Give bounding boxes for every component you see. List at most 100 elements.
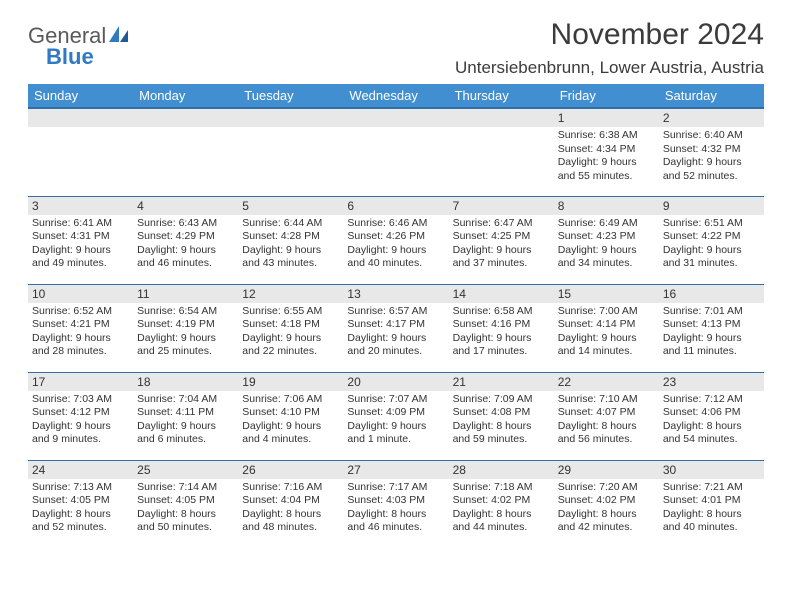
day-number: 24: [28, 461, 133, 479]
calendar-cell: 21 Sunrise: 7:09 AMSunset: 4:08 PMDayligh…: [449, 372, 554, 460]
day-number: 7: [449, 197, 554, 215]
day-details: Sunrise: 6:46 AMSunset: 4:26 PMDaylight:…: [347, 217, 444, 272]
calendar-cell: 7 Sunrise: 6:47 AMSunset: 4:25 PMDaylight…: [449, 196, 554, 284]
day-number: 20: [343, 373, 448, 391]
calendar-cell: 4Sunrise: 6:43 AMSunset: 4:29 PMDaylight…: [133, 196, 238, 284]
day-details: Sunrise: 6:55 AMSunset: 4:18 PMDaylight:…: [242, 305, 339, 360]
calendar-cell: 23Sunrise: 7:12 AMSunset: 4:06 PMDayligh…: [659, 372, 764, 460]
calendar-cell: 11 Sunrise: 6:54 AMSunset: 4:19 PMDayligh…: [133, 284, 238, 372]
day-details: Sunrise: 7:17 AMSunset: 4:03 PMDaylight:…: [347, 481, 444, 536]
empty-day-header: [133, 109, 238, 127]
empty-day-header: [343, 109, 448, 127]
calendar-cell: 24 Sunrise: 7:13 AMSunset: 4:05 PMDayligh…: [28, 460, 133, 548]
empty-day-header: [28, 109, 133, 127]
day-number: 25: [133, 461, 238, 479]
calendar-cell: 18 Sunrise: 7:04 AMSunset: 4:11 PMDayligh…: [133, 372, 238, 460]
day-details: Sunrise: 7:06 AMSunset: 4:10 PMDaylight:…: [242, 393, 339, 448]
calendar-cell: [343, 108, 448, 196]
calendar-cell: 12 Sunrise: 6:55 AMSunset: 4:18 PMDayligh…: [238, 284, 343, 372]
month-title: November 2024: [455, 18, 764, 52]
calendar-cell: [133, 108, 238, 196]
day-number: 2: [659, 109, 764, 127]
calendar-cell: 20 Sunrise: 7:07 AMSunset: 4:09 PMDayligh…: [343, 372, 448, 460]
calendar-cell: 3Sunrise: 6:41 AMSunset: 4:31 PMDaylight…: [28, 196, 133, 284]
day-number: 14: [449, 285, 554, 303]
day-details: Sunrise: 7:00 AMSunset: 4:14 PMDaylight:…: [558, 305, 655, 360]
day-number: 23: [659, 373, 764, 391]
calendar-cell: 6Sunrise: 6:46 AMSunset: 4:26 PMDaylight…: [343, 196, 448, 284]
calendar-cell: 27 Sunrise: 7:17 AMSunset: 4:03 PMDayligh…: [343, 460, 448, 548]
logo: General Blue: [28, 18, 130, 68]
day-header-row: SundayMondayTuesdayWednesdayThursdayFrid…: [28, 84, 764, 108]
day-number: 11: [133, 285, 238, 303]
day-header: Thursday: [449, 84, 554, 108]
calendar-cell: 8 Sunrise: 6:49 AMSunset: 4:23 PMDaylight…: [554, 196, 659, 284]
title-block: November 2024 Untersiebenbrunn, Lower Au…: [455, 18, 764, 78]
day-number: 18: [133, 373, 238, 391]
day-header: Tuesday: [238, 84, 343, 108]
day-details: Sunrise: 6:52 AMSunset: 4:21 PMDaylight:…: [32, 305, 129, 360]
day-number: 13: [343, 285, 448, 303]
calendar-week: 10 Sunrise: 6:52 AMSunset: 4:21 PMDayligh…: [28, 284, 764, 372]
empty-day-header: [238, 109, 343, 127]
calendar-cell: 25Sunrise: 7:14 AMSunset: 4:05 PMDayligh…: [133, 460, 238, 548]
day-number: 10: [28, 285, 133, 303]
day-header: Monday: [133, 84, 238, 108]
day-number: 12: [238, 285, 343, 303]
location: Untersiebenbrunn, Lower Austria, Austria: [455, 58, 764, 78]
calendar-cell: 5Sunrise: 6:44 AMSunset: 4:28 PMDaylight…: [238, 196, 343, 284]
day-details: Sunrise: 6:49 AMSunset: 4:23 PMDaylight:…: [558, 217, 655, 272]
calendar-cell: 26Sunrise: 7:16 AMSunset: 4:04 PMDayligh…: [238, 460, 343, 548]
calendar-cell: [28, 108, 133, 196]
day-details: Sunrise: 7:09 AMSunset: 4:08 PMDaylight:…: [453, 393, 550, 448]
calendar-cell: 10 Sunrise: 6:52 AMSunset: 4:21 PMDayligh…: [28, 284, 133, 372]
day-details: Sunrise: 7:07 AMSunset: 4:09 PMDaylight:…: [347, 393, 444, 448]
calendar-week: 24 Sunrise: 7:13 AMSunset: 4:05 PMDayligh…: [28, 460, 764, 548]
day-details: Sunrise: 6:38 AMSunset: 4:34 PMDaylight:…: [558, 129, 655, 184]
day-number: 1: [554, 109, 659, 127]
day-details: Sunrise: 7:13 AMSunset: 4:05 PMDaylight:…: [32, 481, 129, 536]
calendar-cell: 1 Sunrise: 6:38 AMSunset: 4:34 PMDaylight…: [554, 108, 659, 196]
day-details: Sunrise: 7:20 AMSunset: 4:02 PMDaylight:…: [558, 481, 655, 536]
day-number: 27: [343, 461, 448, 479]
calendar-cell: 22Sunrise: 7:10 AMSunset: 4:07 PMDayligh…: [554, 372, 659, 460]
day-details: Sunrise: 7:03 AMSunset: 4:12 PMDaylight:…: [32, 393, 129, 448]
day-number: 29: [554, 461, 659, 479]
calendar-cell: 15 Sunrise: 7:00 AMSunset: 4:14 PMDayligh…: [554, 284, 659, 372]
day-details: Sunrise: 7:04 AMSunset: 4:11 PMDaylight:…: [137, 393, 234, 448]
calendar-body: 1 Sunrise: 6:38 AMSunset: 4:34 PMDaylight…: [28, 108, 764, 548]
day-number: 21: [449, 373, 554, 391]
day-details: Sunrise: 7:10 AMSunset: 4:07 PMDaylight:…: [558, 393, 655, 448]
day-number: 8: [554, 197, 659, 215]
calendar-week: 17Sunrise: 7:03 AMSunset: 4:12 PMDayligh…: [28, 372, 764, 460]
day-details: Sunrise: 6:54 AMSunset: 4:19 PMDaylight:…: [137, 305, 234, 360]
calendar-cell: 9Sunrise: 6:51 AMSunset: 4:22 PMDaylight…: [659, 196, 764, 284]
calendar-cell: [449, 108, 554, 196]
day-number: 5: [238, 197, 343, 215]
day-number: 28: [449, 461, 554, 479]
calendar-cell: 13 Sunrise: 6:57 AMSunset: 4:17 PMDayligh…: [343, 284, 448, 372]
day-details: Sunrise: 6:58 AMSunset: 4:16 PMDaylight:…: [453, 305, 550, 360]
day-header: Friday: [554, 84, 659, 108]
header: General Blue November 2024 Untersiebenbr…: [28, 18, 764, 78]
day-header: Wednesday: [343, 84, 448, 108]
calendar-page: General Blue November 2024 Untersiebenbr…: [0, 0, 792, 558]
calendar-cell: 16Sunrise: 7:01 AMSunset: 4:13 PMDayligh…: [659, 284, 764, 372]
calendar-week: 3Sunrise: 6:41 AMSunset: 4:31 PMDaylight…: [28, 196, 764, 284]
day-number: 4: [133, 197, 238, 215]
logo-text-blue: Blue: [46, 46, 130, 68]
day-number: 15: [554, 285, 659, 303]
day-number: 19: [238, 373, 343, 391]
logo-sail-icon: [108, 24, 130, 48]
day-details: Sunrise: 7:18 AMSunset: 4:02 PMDaylight:…: [453, 481, 550, 536]
day-number: 30: [659, 461, 764, 479]
day-number: 9: [659, 197, 764, 215]
calendar-cell: 14 Sunrise: 6:58 AMSunset: 4:16 PMDayligh…: [449, 284, 554, 372]
calendar-cell: 30Sunrise: 7:21 AMSunset: 4:01 PMDayligh…: [659, 460, 764, 548]
day-details: Sunrise: 6:47 AMSunset: 4:25 PMDaylight:…: [453, 217, 550, 272]
calendar-cell: 29 Sunrise: 7:20 AMSunset: 4:02 PMDayligh…: [554, 460, 659, 548]
calendar-cell: 17Sunrise: 7:03 AMSunset: 4:12 PMDayligh…: [28, 372, 133, 460]
day-details: Sunrise: 6:57 AMSunset: 4:17 PMDaylight:…: [347, 305, 444, 360]
day-header: Sunday: [28, 84, 133, 108]
day-number: 26: [238, 461, 343, 479]
